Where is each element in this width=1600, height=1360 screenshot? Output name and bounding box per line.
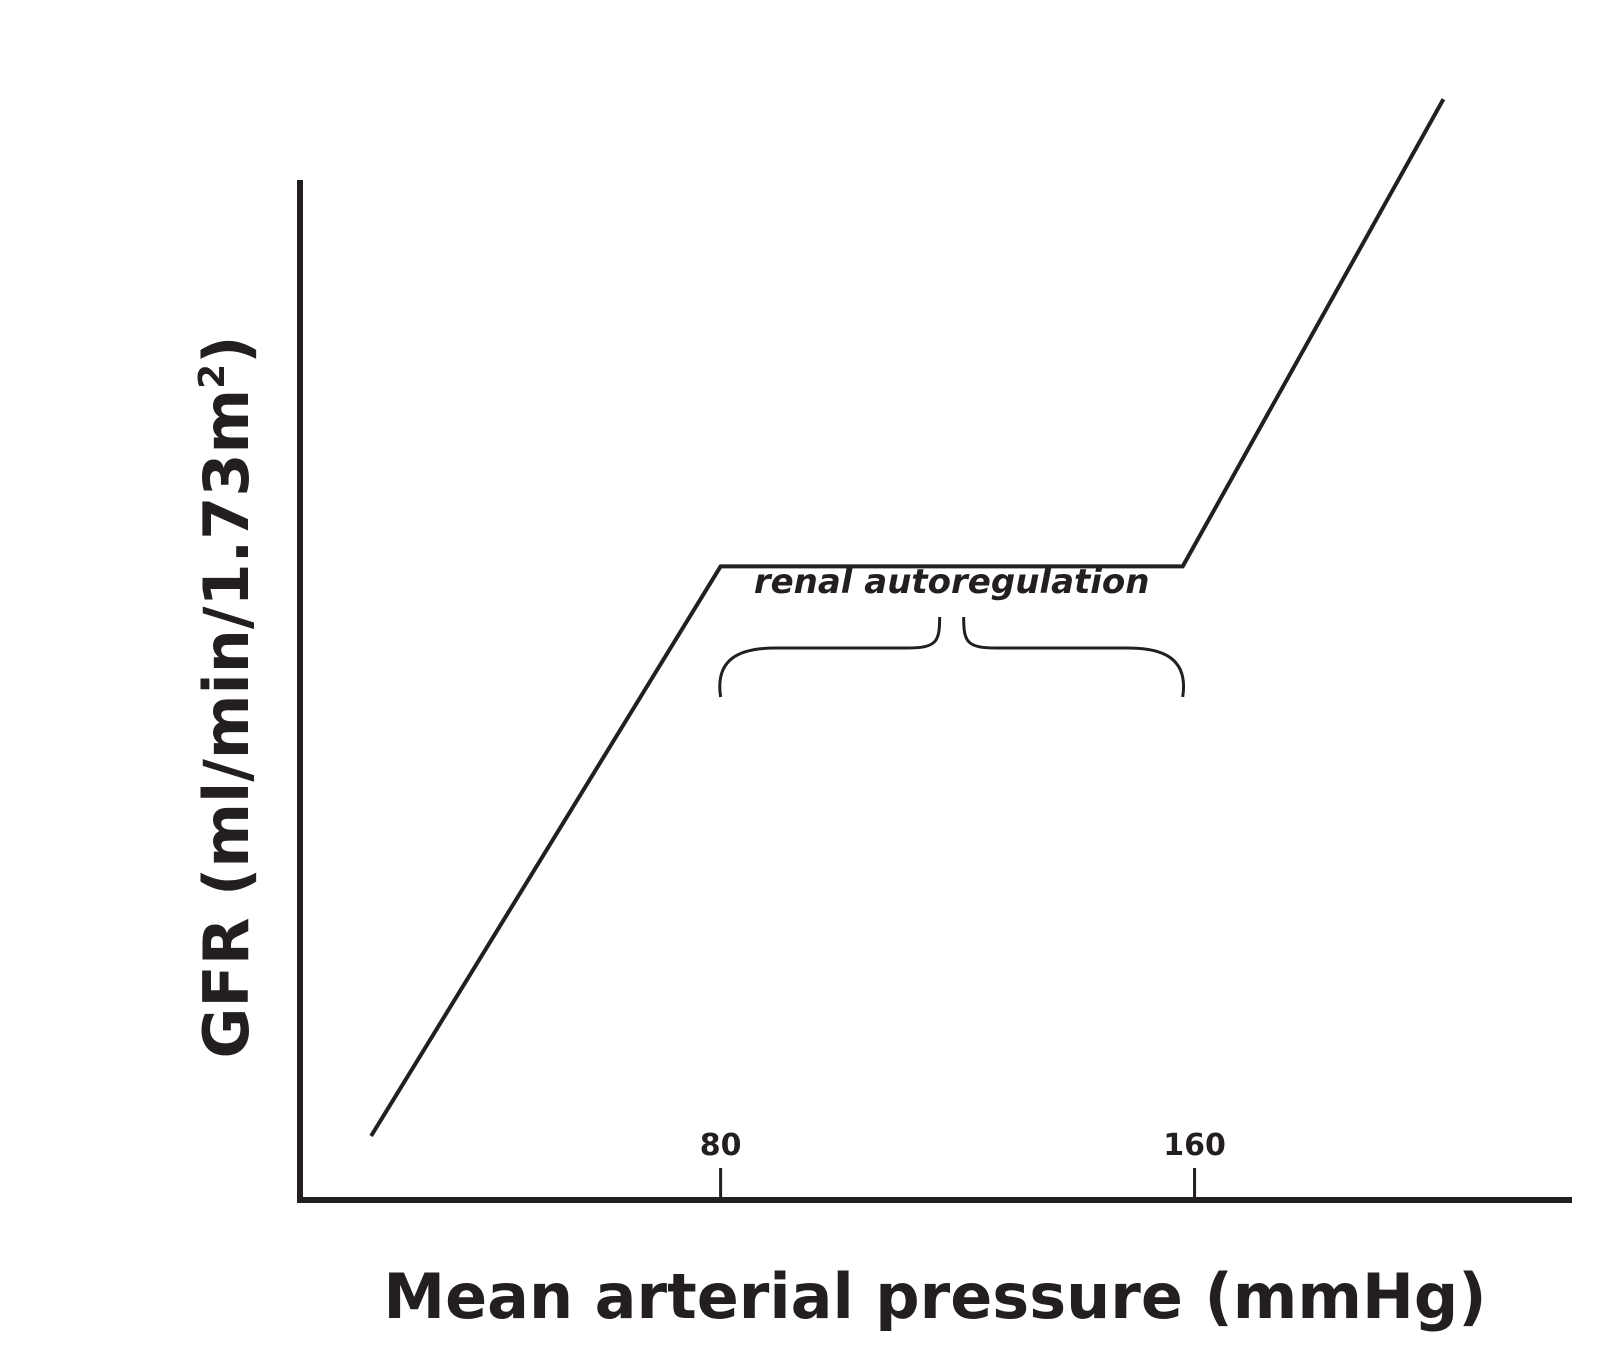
y-axis-label-main: GFR (ml/min/1.73m bbox=[190, 389, 263, 1059]
autoregulation-brace bbox=[718, 616, 1186, 698]
annotation-label: renal autoregulation bbox=[754, 562, 1150, 602]
x-tick-label-160: 160 bbox=[1163, 1128, 1226, 1163]
y-axis-label-superscript: 2 bbox=[192, 364, 233, 389]
x-ticks: 80 160 bbox=[700, 1128, 1226, 1200]
y-axis-label-close: ) bbox=[190, 335, 263, 363]
series-line bbox=[369, 98, 1446, 1138]
x-tick-label-80: 80 bbox=[700, 1128, 742, 1163]
x-axis-label: Mean arterial pressure (mmHg) bbox=[383, 1260, 1486, 1333]
y-axis-label: GFR (ml/min/1.73m2) bbox=[190, 335, 263, 1058]
